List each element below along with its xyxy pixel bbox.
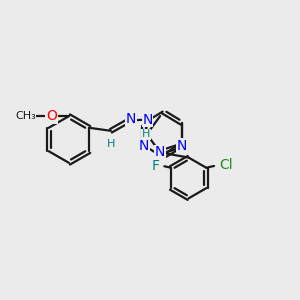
Text: N: N bbox=[142, 113, 153, 127]
Text: N: N bbox=[176, 139, 187, 152]
Text: H: H bbox=[107, 139, 115, 149]
Text: N: N bbox=[176, 139, 187, 152]
Text: H: H bbox=[142, 129, 150, 139]
Text: O: O bbox=[46, 109, 57, 123]
Text: N: N bbox=[155, 146, 165, 160]
Text: N: N bbox=[126, 112, 136, 126]
Text: CH₃: CH₃ bbox=[15, 111, 36, 121]
Text: F: F bbox=[152, 159, 160, 173]
Text: Cl: Cl bbox=[219, 158, 233, 172]
Text: N: N bbox=[139, 139, 149, 152]
